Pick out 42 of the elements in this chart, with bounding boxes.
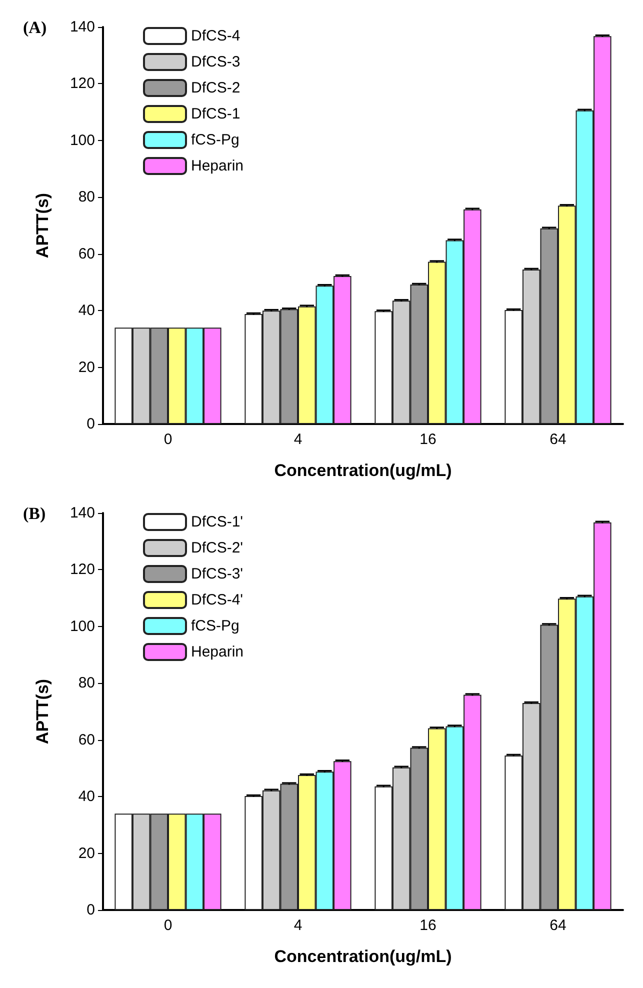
legend-label: DfCS-3 [191,54,240,70]
y-tick-label: 120 [70,75,95,92]
legend-label: Heparin [191,644,244,660]
y-axis-title: APTT(s) [33,678,52,744]
x-tick-label: 0 [164,917,172,934]
legend-label: fCS-Pg [191,132,240,148]
x-tick-label: 16 [420,431,436,448]
x-tick-label: 4 [294,431,302,448]
x-tick-label: 64 [550,917,566,934]
y-tick-label: 100 [70,618,95,635]
y-tick-label: 60 [78,245,95,262]
y-axis-title: APTT(s) [33,192,52,258]
y-tick-label: 140 [70,504,95,522]
y-tick-label: 0 [86,416,95,432]
legend-label: DfCS-3' [191,566,244,582]
y-tick-label: 20 [78,358,95,376]
y-tick-label: 120 [70,561,95,578]
legend-label: DfCS-2' [191,540,244,556]
x-tick-label: 64 [550,431,566,448]
y-tick-label: 60 [78,731,95,748]
x-axis-title: Concentration(ug/mL) [274,947,452,966]
x-tick-label: 4 [294,917,302,934]
y-tick-label: 80 [78,188,95,206]
legend-label: Heparin [191,158,244,174]
y-tick-label: 40 [78,788,95,806]
y-tick-label: 20 [78,844,95,862]
y-tick-label: 100 [70,132,95,149]
y-tick-label: 140 [70,18,95,36]
legend-label: fCS-Pg [191,618,240,634]
legend-label: DfCS-4' [191,592,244,608]
legend-label: DfCS-1 [191,106,240,122]
y-tick-label: 40 [78,302,95,320]
chart-title: (B) [23,504,46,523]
chart-title: (A) [23,18,47,37]
x-axis-title: Concentration(ug/mL) [274,461,452,480]
y-tick-label: 80 [78,674,95,692]
legend-label: DfCS-4 [191,28,240,44]
x-tick-label: 0 [164,431,172,448]
legend-label: DfCS-1' [191,514,244,530]
y-tick-label: 0 [86,902,95,918]
legend-label: DfCS-2 [191,80,240,96]
x-tick-label: 16 [420,917,436,934]
